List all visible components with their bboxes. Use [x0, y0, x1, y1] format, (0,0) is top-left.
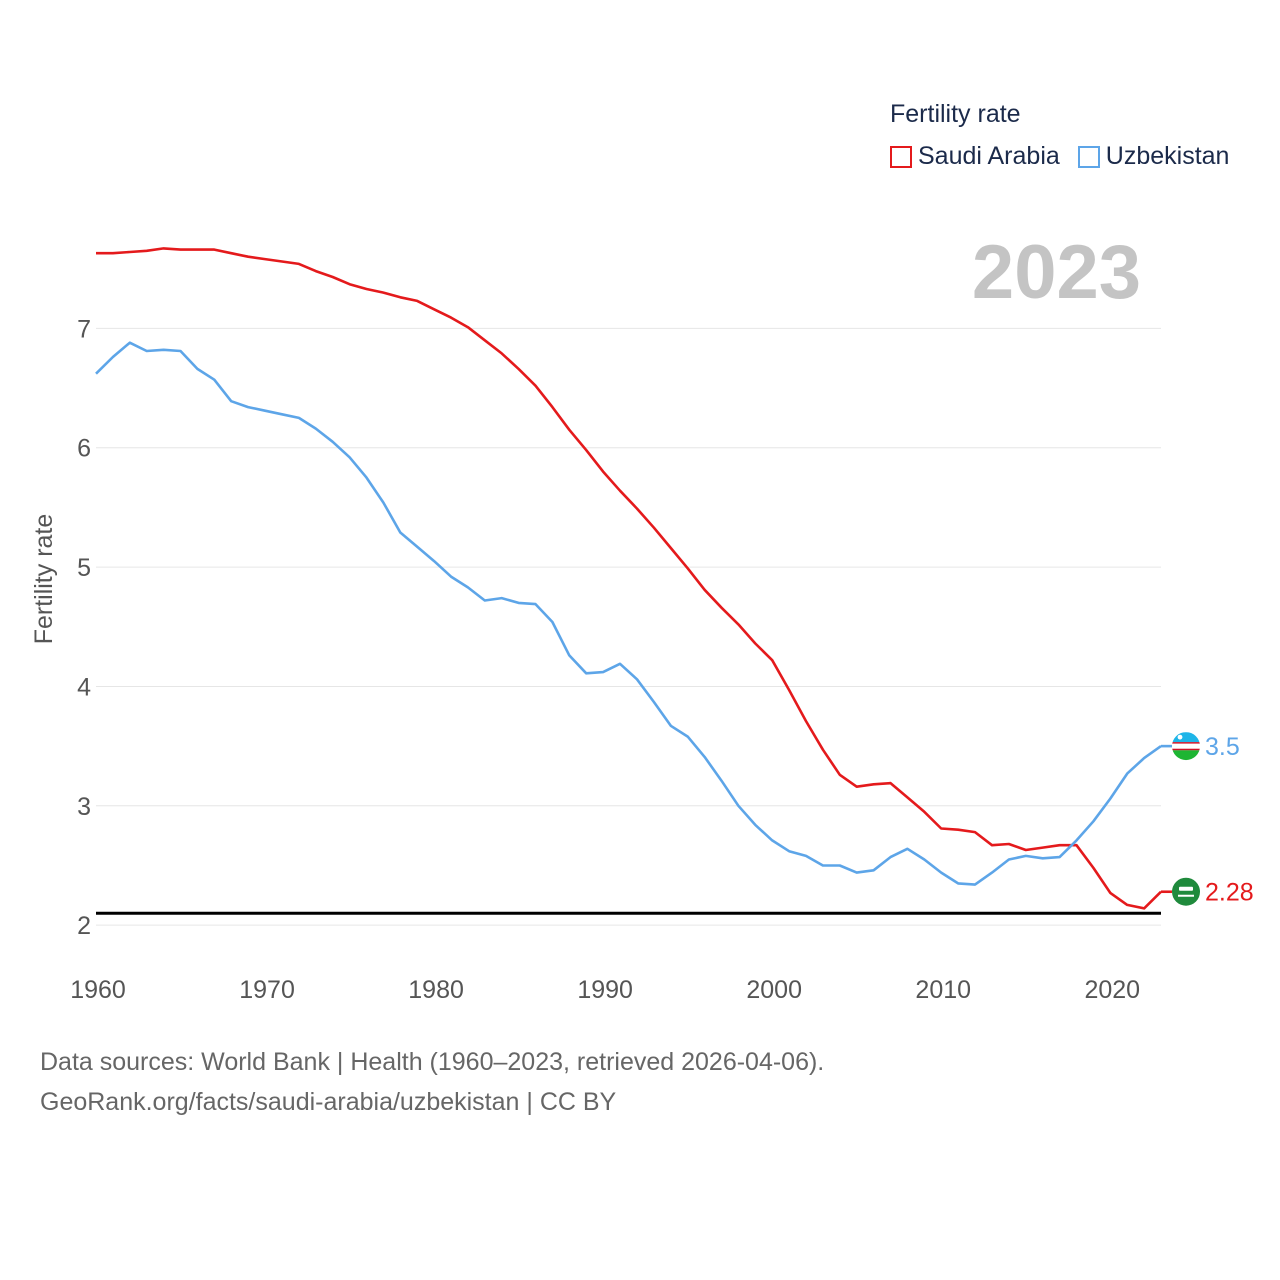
x-tick-label-1970: 1970 — [239, 976, 295, 1004]
gridlines — [96, 327, 1161, 926]
year-label: 2023 — [972, 230, 1141, 315]
x-tick-label-2020: 2020 — [1084, 976, 1140, 1004]
y-tick-label-5: 5 — [77, 554, 91, 582]
footer: Data sources: World Bank | Health (1960–… — [40, 1042, 824, 1122]
y-tick-label-3: 3 — [77, 793, 91, 821]
x-tick-label-2000: 2000 — [746, 976, 802, 1004]
legend-label-uzbekistan: Uzbekistan — [1105, 142, 1230, 170]
end-value-label-uzbekistan: 3.5 — [1205, 733, 1240, 761]
series-line-uzbekistan — [95, 341, 1162, 886]
x-tick-label-1980: 1980 — [408, 976, 464, 1004]
y-axis-label: Fertility rate — [30, 514, 58, 645]
legend: Saudi Arabia Uzbekistan — [890, 142, 1229, 171]
legend-swatch-uzbekistan — [1077, 145, 1100, 168]
x-tick-label-1990: 1990 — [577, 976, 633, 1004]
y-tick-label-4: 4 — [77, 673, 91, 701]
y-tick-label-7: 7 — [77, 315, 91, 343]
uzbekistan-flag-icon — [1172, 732, 1200, 761]
end-markers: 2.28 3.5 — [1161, 732, 1254, 907]
saudi-arabia-flag-icon — [1172, 877, 1200, 906]
series-line-saudi-arabia — [96, 247, 1162, 910]
legend-label-saudi-arabia: Saudi Arabia — [918, 142, 1060, 170]
legend-item-uzbekistan[interactable]: Uzbekistan — [1077, 142, 1230, 171]
legend-swatch-saudi-arabia — [890, 145, 912, 168]
y-tick-label-2: 2 — [77, 912, 91, 940]
y-axis-ticks: 2 3 4 5 6 7 — [77, 315, 91, 940]
legend-title: Fertility rate — [890, 100, 1021, 128]
end-value-label-saudi-arabia: 2.28 — [1205, 879, 1254, 907]
y-tick-label-6: 6 — [77, 435, 91, 463]
legend-item-saudi-arabia[interactable]: Saudi Arabia — [890, 142, 1060, 171]
source-link[interactable]: GeoRank.org/facts/saudi-arabia/uzbekista… — [40, 1088, 617, 1116]
x-tick-label-2010: 2010 — [915, 976, 971, 1004]
data-source-note: Data sources: World Bank | Health (1960–… — [40, 1048, 825, 1076]
x-axis-ticks: 1960 1970 1980 1990 2000 2010 2020 — [70, 976, 1140, 1004]
x-tick-label-1960: 1960 — [70, 976, 126, 1004]
series-lines — [95, 247, 1162, 910]
